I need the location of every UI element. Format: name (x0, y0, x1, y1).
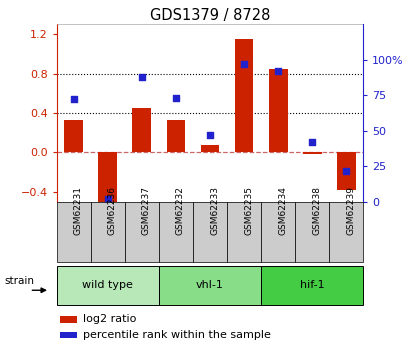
Bar (329, 202, 363, 262)
Bar (295, 202, 329, 262)
Point (343, 168, 349, 173)
Text: strain: strain (5, 276, 34, 286)
Text: GSM62235: GSM62235 (244, 186, 253, 235)
Text: GSM62237: GSM62237 (142, 186, 151, 235)
Bar (91, 202, 125, 262)
Bar (167, 120, 185, 152)
Point (275, 68, 281, 74)
Bar (57, 202, 91, 262)
Bar (261, 202, 295, 262)
Text: GSM62238: GSM62238 (312, 186, 321, 235)
Point (241, 61, 247, 67)
Bar (269, 69, 288, 152)
Bar (60, 316, 76, 323)
Text: log2 ratio: log2 ratio (83, 314, 136, 324)
Point (71, 97, 77, 102)
Point (207, 132, 213, 138)
Point (139, 74, 145, 79)
Bar (64, 120, 83, 152)
Text: GSM62231: GSM62231 (74, 186, 83, 235)
Title: GDS1379 / 8728: GDS1379 / 8728 (150, 8, 270, 23)
Bar (125, 202, 159, 262)
Text: GSM62236: GSM62236 (108, 186, 117, 235)
Bar (337, 152, 356, 190)
Bar (261, 266, 363, 305)
Bar (60, 332, 76, 338)
Bar (98, 152, 117, 204)
Text: hif-1: hif-1 (300, 280, 325, 290)
Text: GSM62233: GSM62233 (210, 186, 219, 235)
Text: GSM62239: GSM62239 (346, 186, 355, 235)
Bar (303, 152, 322, 155)
Point (309, 139, 315, 145)
Bar (159, 202, 193, 262)
Text: wild type: wild type (82, 280, 133, 290)
Point (105, 196, 111, 202)
Text: percentile rank within the sample: percentile rank within the sample (83, 330, 270, 339)
Text: GSM62232: GSM62232 (176, 186, 185, 235)
Bar (132, 108, 151, 152)
Bar (201, 145, 219, 152)
Bar (57, 266, 159, 305)
Text: vhl-1: vhl-1 (196, 280, 224, 290)
Bar (227, 202, 261, 262)
Bar (235, 39, 253, 152)
Point (173, 95, 179, 101)
Bar (193, 202, 227, 262)
Bar (159, 266, 261, 305)
Text: GSM62234: GSM62234 (278, 186, 287, 235)
